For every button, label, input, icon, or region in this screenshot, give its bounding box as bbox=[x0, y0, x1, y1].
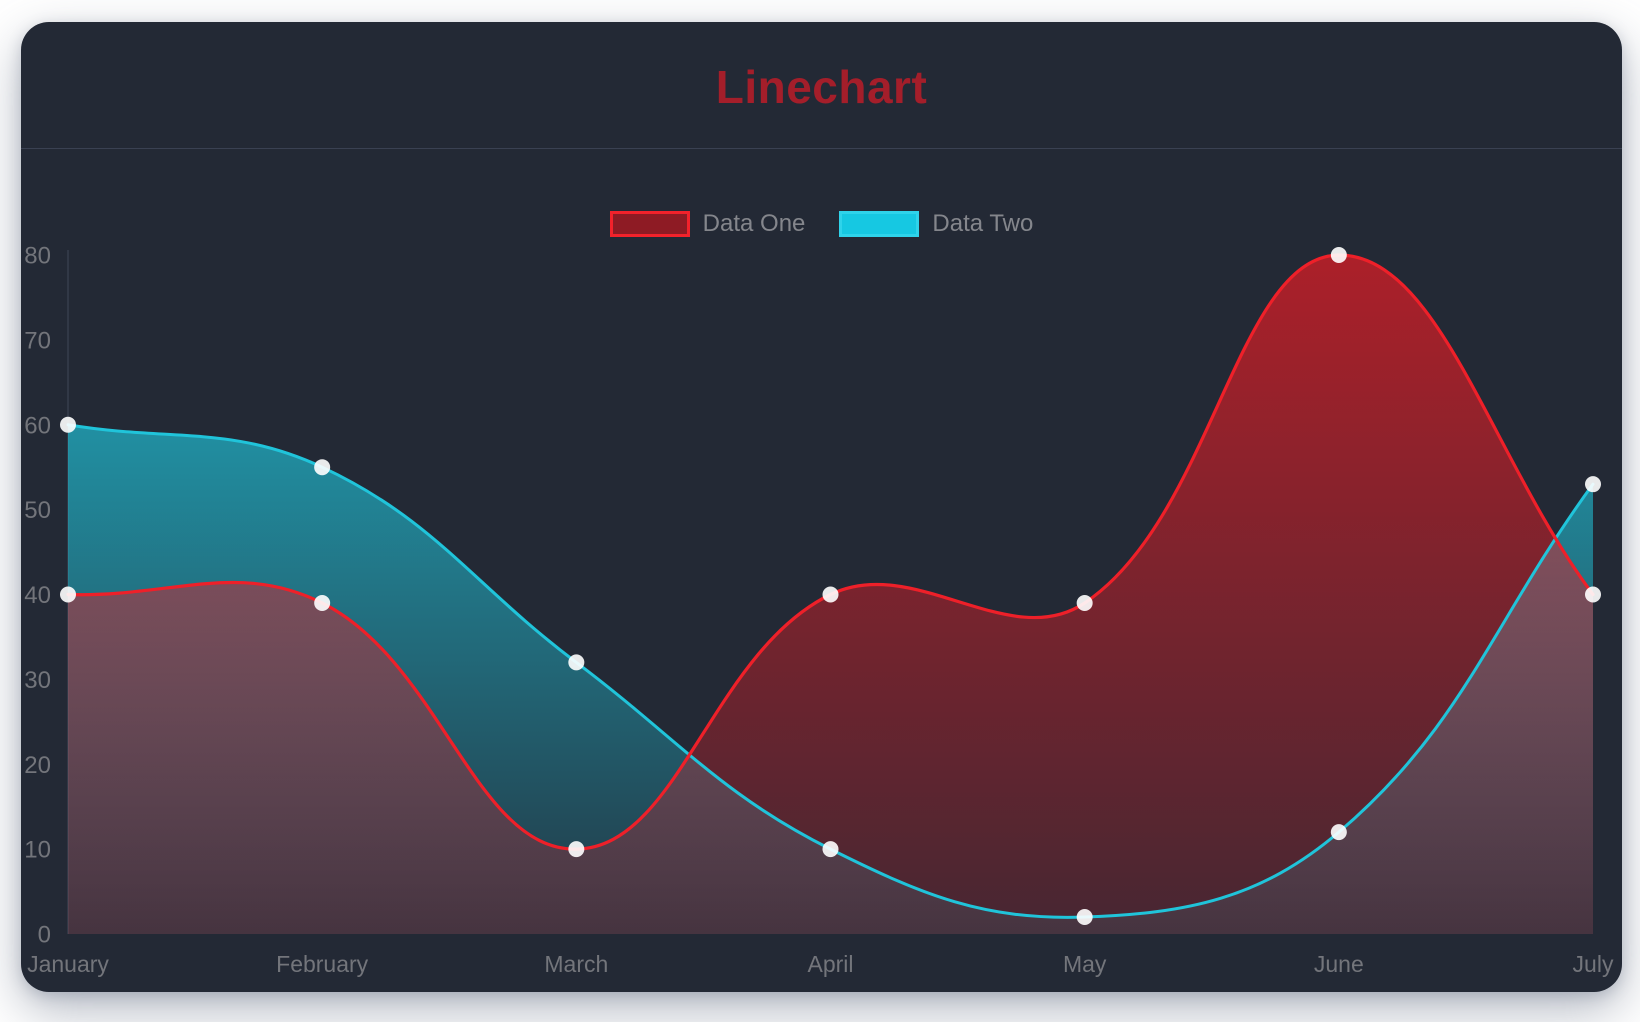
legend-swatch-icon bbox=[839, 211, 920, 237]
y-axis-tick-label: 10 bbox=[24, 837, 51, 864]
y-axis-tick-label: 0 bbox=[38, 922, 51, 949]
y-axis-tick-label: 40 bbox=[24, 582, 51, 609]
line-chart-canvas[interactable]: 0 10 20 30 40 50 60 70 80 January February March Apr… bbox=[21, 22, 1622, 992]
chart-legend: Data One Data Two bbox=[21, 210, 1622, 238]
y-axis-labels: 0 10 20 30 40 50 60 70 80 bbox=[24, 243, 51, 949]
legend-label: Data Two bbox=[932, 210, 1034, 237]
data-point-data-one[interactable] bbox=[1330, 247, 1347, 263]
header-divider bbox=[21, 148, 1622, 149]
x-axis-month-label: May bbox=[1063, 951, 1107, 977]
data-point-data-two[interactable] bbox=[568, 654, 585, 671]
y-axis-tick-label: 70 bbox=[24, 327, 51, 354]
x-axis-month-label: March bbox=[544, 951, 608, 977]
data-point-data-one[interactable] bbox=[568, 841, 585, 858]
chart-title: Linechart bbox=[715, 61, 928, 113]
data-point-data-one[interactable] bbox=[1585, 586, 1601, 603]
y-axis-tick-label: 20 bbox=[24, 752, 51, 779]
data-point-data-two[interactable] bbox=[60, 416, 76, 433]
line-data-one[interactable] bbox=[66, 253, 1595, 851]
x-axis-labels: January February March April May June July bbox=[27, 951, 1614, 977]
chart-card: Linechart Data One Data Two 0 10 20 30 40 50 6… bbox=[21, 22, 1622, 992]
data-point-data-one[interactable] bbox=[822, 586, 839, 603]
legend-item-data-two[interactable]: Data Two bbox=[839, 210, 1033, 238]
legend-swatch-icon bbox=[609, 211, 690, 237]
data-point-data-two[interactable] bbox=[1330, 824, 1347, 841]
x-axis-month-label: July bbox=[1573, 951, 1614, 977]
data-point-data-one[interactable] bbox=[1076, 594, 1093, 611]
data-point-data-two[interactable] bbox=[822, 841, 839, 858]
data-point-data-two[interactable] bbox=[314, 459, 331, 476]
data-point-data-one[interactable] bbox=[60, 586, 76, 603]
y-axis-tick-label: 80 bbox=[24, 243, 51, 270]
data-point-data-two[interactable] bbox=[1076, 909, 1093, 926]
x-axis-month-label: February bbox=[276, 951, 369, 977]
data-point-data-one[interactable] bbox=[314, 594, 331, 611]
y-axis-tick-label: 50 bbox=[24, 497, 51, 524]
data-point-data-two[interactable] bbox=[1585, 476, 1601, 493]
y-axis-tick-label: 30 bbox=[24, 667, 51, 694]
x-axis-month-label: June bbox=[1314, 951, 1364, 977]
y-axis-tick-label: 60 bbox=[24, 412, 51, 439]
x-axis-month-label: January bbox=[27, 951, 109, 977]
legend-label: Data One bbox=[702, 210, 806, 237]
x-axis-month-label: April bbox=[807, 951, 853, 977]
legend-item-data-one[interactable]: Data One bbox=[609, 210, 806, 238]
